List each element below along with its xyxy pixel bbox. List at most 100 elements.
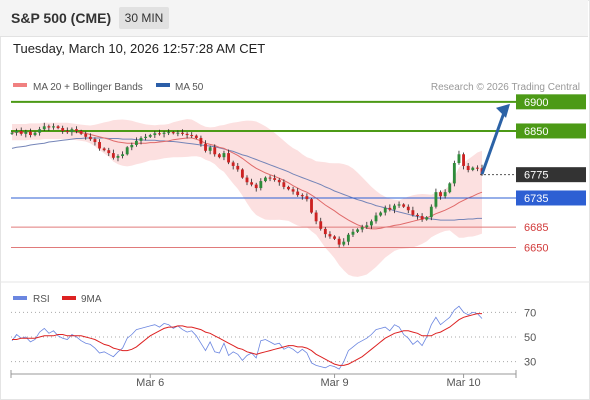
source-credit: Research © 2026 Trading Central	[431, 82, 580, 93]
rsi-ma-legend-swatch	[62, 296, 76, 300]
x-axis: Mar 6 Mar 9 Mar 10	[10, 370, 517, 389]
level-box-6735	[516, 190, 586, 206]
candle-body	[406, 206, 410, 211]
candle-body	[130, 144, 134, 148]
candle-body	[337, 238, 341, 245]
rsi-line	[11, 305, 483, 370]
level-label-6650: 6650	[524, 243, 548, 255]
candle-body	[167, 132, 171, 134]
candle-body	[222, 153, 226, 158]
candle-body	[231, 162, 235, 166]
candle-body	[264, 177, 267, 182]
candle-body	[369, 221, 373, 226]
candle-body	[227, 153, 230, 163]
projection-arrow-head	[496, 103, 510, 118]
candle-body	[282, 182, 286, 187]
candle-body	[190, 135, 194, 137]
candle-body	[245, 177, 249, 183]
candle-body	[296, 191, 300, 196]
candle-body	[56, 126, 60, 129]
candle-body	[374, 215, 378, 222]
candle-body	[111, 153, 115, 158]
candle-body	[194, 135, 198, 138]
level-box-6900	[516, 94, 586, 110]
projection-arrow-layer	[480, 103, 510, 175]
legend: MA 20 + Bollinger Bands MA 50 Research ©…	[13, 82, 580, 305]
level-labels-layer: 6900 6850 6775 6735 6685 6650	[516, 94, 586, 255]
rsi-panel: 70 50 30	[11, 305, 536, 370]
x-tick-label: Mar 10	[446, 377, 480, 389]
candle-body	[153, 133, 157, 136]
candle-body	[70, 129, 74, 133]
ma20-legend-swatch	[13, 83, 27, 87]
candle-body	[79, 130, 83, 134]
candle-body	[208, 147, 212, 151]
candle-body	[29, 131, 32, 136]
candle-body	[383, 207, 387, 213]
level-label-6850: 6850	[524, 126, 548, 138]
rsi-ma-line	[12, 313, 482, 366]
candle-body	[144, 136, 148, 138]
candle-body	[273, 178, 277, 180]
candle-body	[277, 179, 281, 183]
candle-body	[139, 137, 143, 141]
candle-body	[448, 183, 452, 193]
candle-body	[116, 156, 120, 158]
candle-body	[466, 165, 470, 171]
candle-body	[411, 210, 415, 215]
candle-body	[379, 212, 383, 216]
candle-body	[10, 132, 14, 134]
candle-body	[425, 217, 429, 220]
candle-body	[134, 140, 138, 145]
candle-body	[148, 135, 152, 137]
candle-body	[162, 132, 166, 134]
candle-body	[19, 130, 23, 134]
rsi-legend-swatch	[13, 296, 27, 300]
candle-body	[393, 205, 396, 210]
rsi-tick-50: 50	[524, 332, 536, 344]
candle-body	[416, 214, 419, 217]
header-bar: S&P 500 (CME) 30 MIN	[0, 0, 588, 37]
candle-body	[158, 133, 161, 135]
candle-body	[314, 212, 318, 222]
instrument-title: S&P 500 (CME)	[11, 10, 112, 26]
rsi-tick-30: 30	[524, 357, 536, 369]
candle-body	[356, 229, 360, 232]
candle-body	[328, 234, 332, 237]
candle-body	[333, 236, 336, 239]
candle-body	[287, 186, 290, 190]
candle-body	[125, 147, 129, 155]
candle-body	[88, 136, 92, 140]
candle-body	[75, 129, 78, 131]
ma50-legend-swatch	[156, 83, 170, 87]
ma50-legend-label: MA 50	[175, 82, 204, 93]
candle-body	[47, 126, 51, 128]
candle-body	[452, 163, 456, 184]
timestamp: Tuesday, March 10, 2026 12:57:28 AM CET	[13, 41, 266, 56]
candle-body	[420, 216, 424, 220]
candle-body	[388, 207, 392, 210]
timeframe-badge[interactable]: 30 MIN	[119, 7, 169, 29]
candle-body	[268, 177, 272, 179]
candle-body	[291, 189, 295, 192]
candle-body	[323, 228, 327, 235]
level-box-6850	[516, 123, 586, 139]
candle-body	[443, 192, 447, 197]
candle-body	[185, 133, 189, 136]
candle-body	[471, 167, 475, 171]
level-label-6735: 6735	[524, 193, 548, 205]
level-label-6685: 6685	[524, 222, 548, 234]
candle-body	[300, 195, 304, 197]
candle-body	[102, 148, 106, 151]
rsi-legend-label: RSI	[33, 294, 50, 305]
candle-body	[365, 225, 369, 228]
candle-body	[65, 130, 69, 133]
candle-body	[351, 231, 355, 235]
candle-body	[360, 227, 364, 230]
candle-body	[24, 131, 28, 134]
candle-body	[217, 154, 221, 158]
candle-body	[310, 199, 313, 213]
candle-body	[462, 154, 465, 166]
level-label-6775: 6775	[524, 170, 548, 182]
candle-body	[439, 192, 442, 197]
